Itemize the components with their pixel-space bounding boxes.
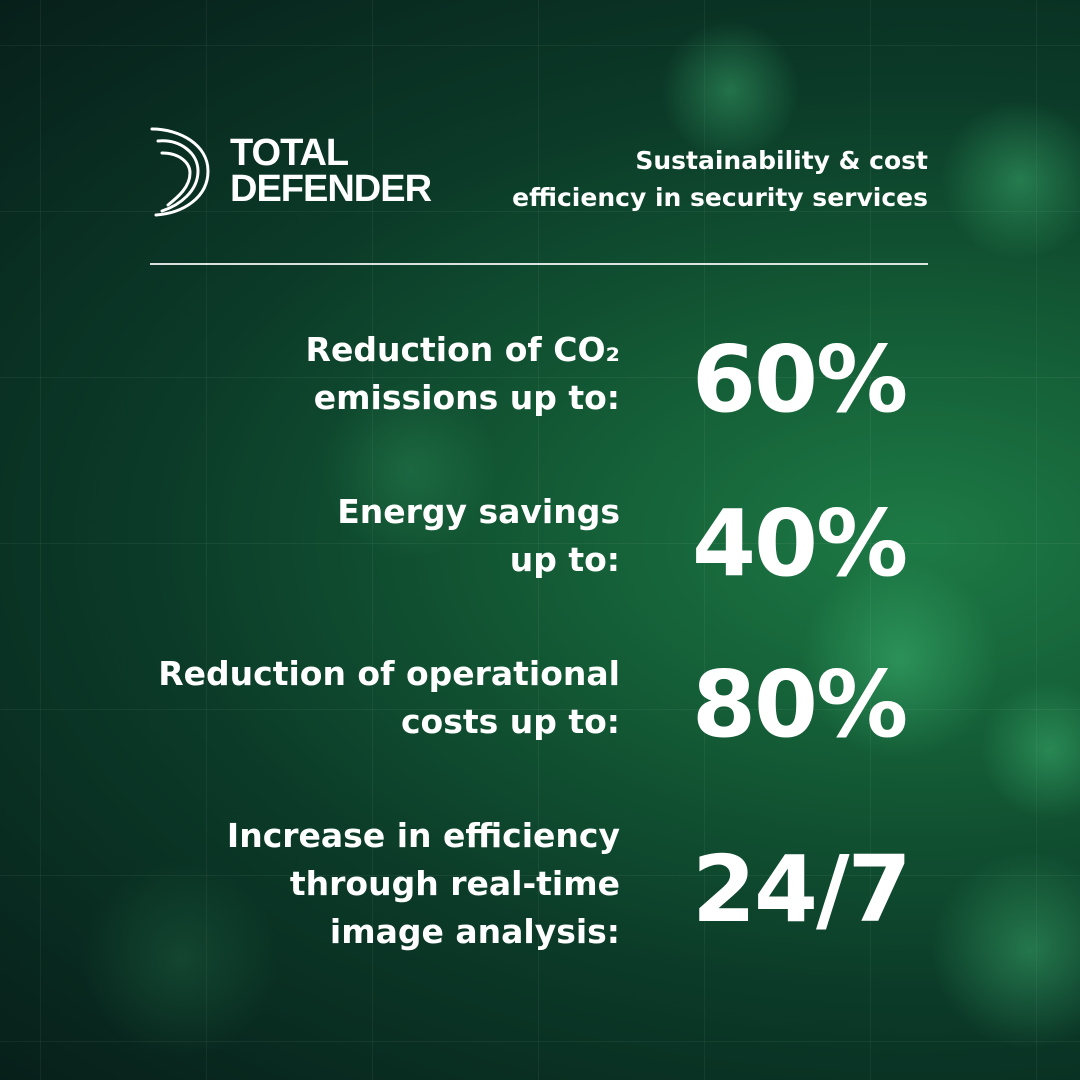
label-line: emissions up to: xyxy=(313,378,620,417)
stat-value: 40% xyxy=(692,490,908,597)
label-line: image analysis: xyxy=(329,912,620,951)
stat-label: Increase in efficiency through real-time… xyxy=(227,812,620,956)
label-line: up to: xyxy=(509,540,620,579)
logo-mark-icon xyxy=(150,127,210,217)
bokeh xyxy=(660,20,800,160)
stat-value: 80% xyxy=(692,651,908,758)
stat-label: Reduction of operational costs up to: xyxy=(158,650,620,746)
bokeh xyxy=(80,860,280,1060)
brand-logo: TOTAL DEFENDER xyxy=(150,125,432,217)
bokeh xyxy=(940,100,1080,260)
label-line: Reduction of CO₂ xyxy=(305,330,620,369)
tagline-line1: Sustainability & cost xyxy=(635,146,928,175)
stat-value: 24/7 xyxy=(692,836,912,943)
bokeh xyxy=(320,380,500,560)
bokeh xyxy=(930,850,1080,1050)
label-line: costs up to: xyxy=(400,702,620,741)
label-line: through real-time xyxy=(289,864,620,903)
stat-label: Energy savings up to: xyxy=(337,488,620,584)
label-line: Reduction of operational xyxy=(158,654,620,693)
label-line: Increase in efficiency xyxy=(226,816,620,855)
stat-value: 60% xyxy=(692,326,908,433)
brand-line2: DEFENDER xyxy=(230,168,432,210)
tagline: Sustainability & cost efficiency in secu… xyxy=(512,142,928,216)
tagline-line2: efficiency in security services xyxy=(512,183,928,212)
label-line: Energy savings xyxy=(337,492,620,531)
divider xyxy=(150,263,928,265)
stat-label: Reduction of CO₂ emissions up to: xyxy=(306,326,620,422)
brand-line1: TOTAL xyxy=(230,132,349,174)
bokeh xyxy=(800,560,1000,760)
